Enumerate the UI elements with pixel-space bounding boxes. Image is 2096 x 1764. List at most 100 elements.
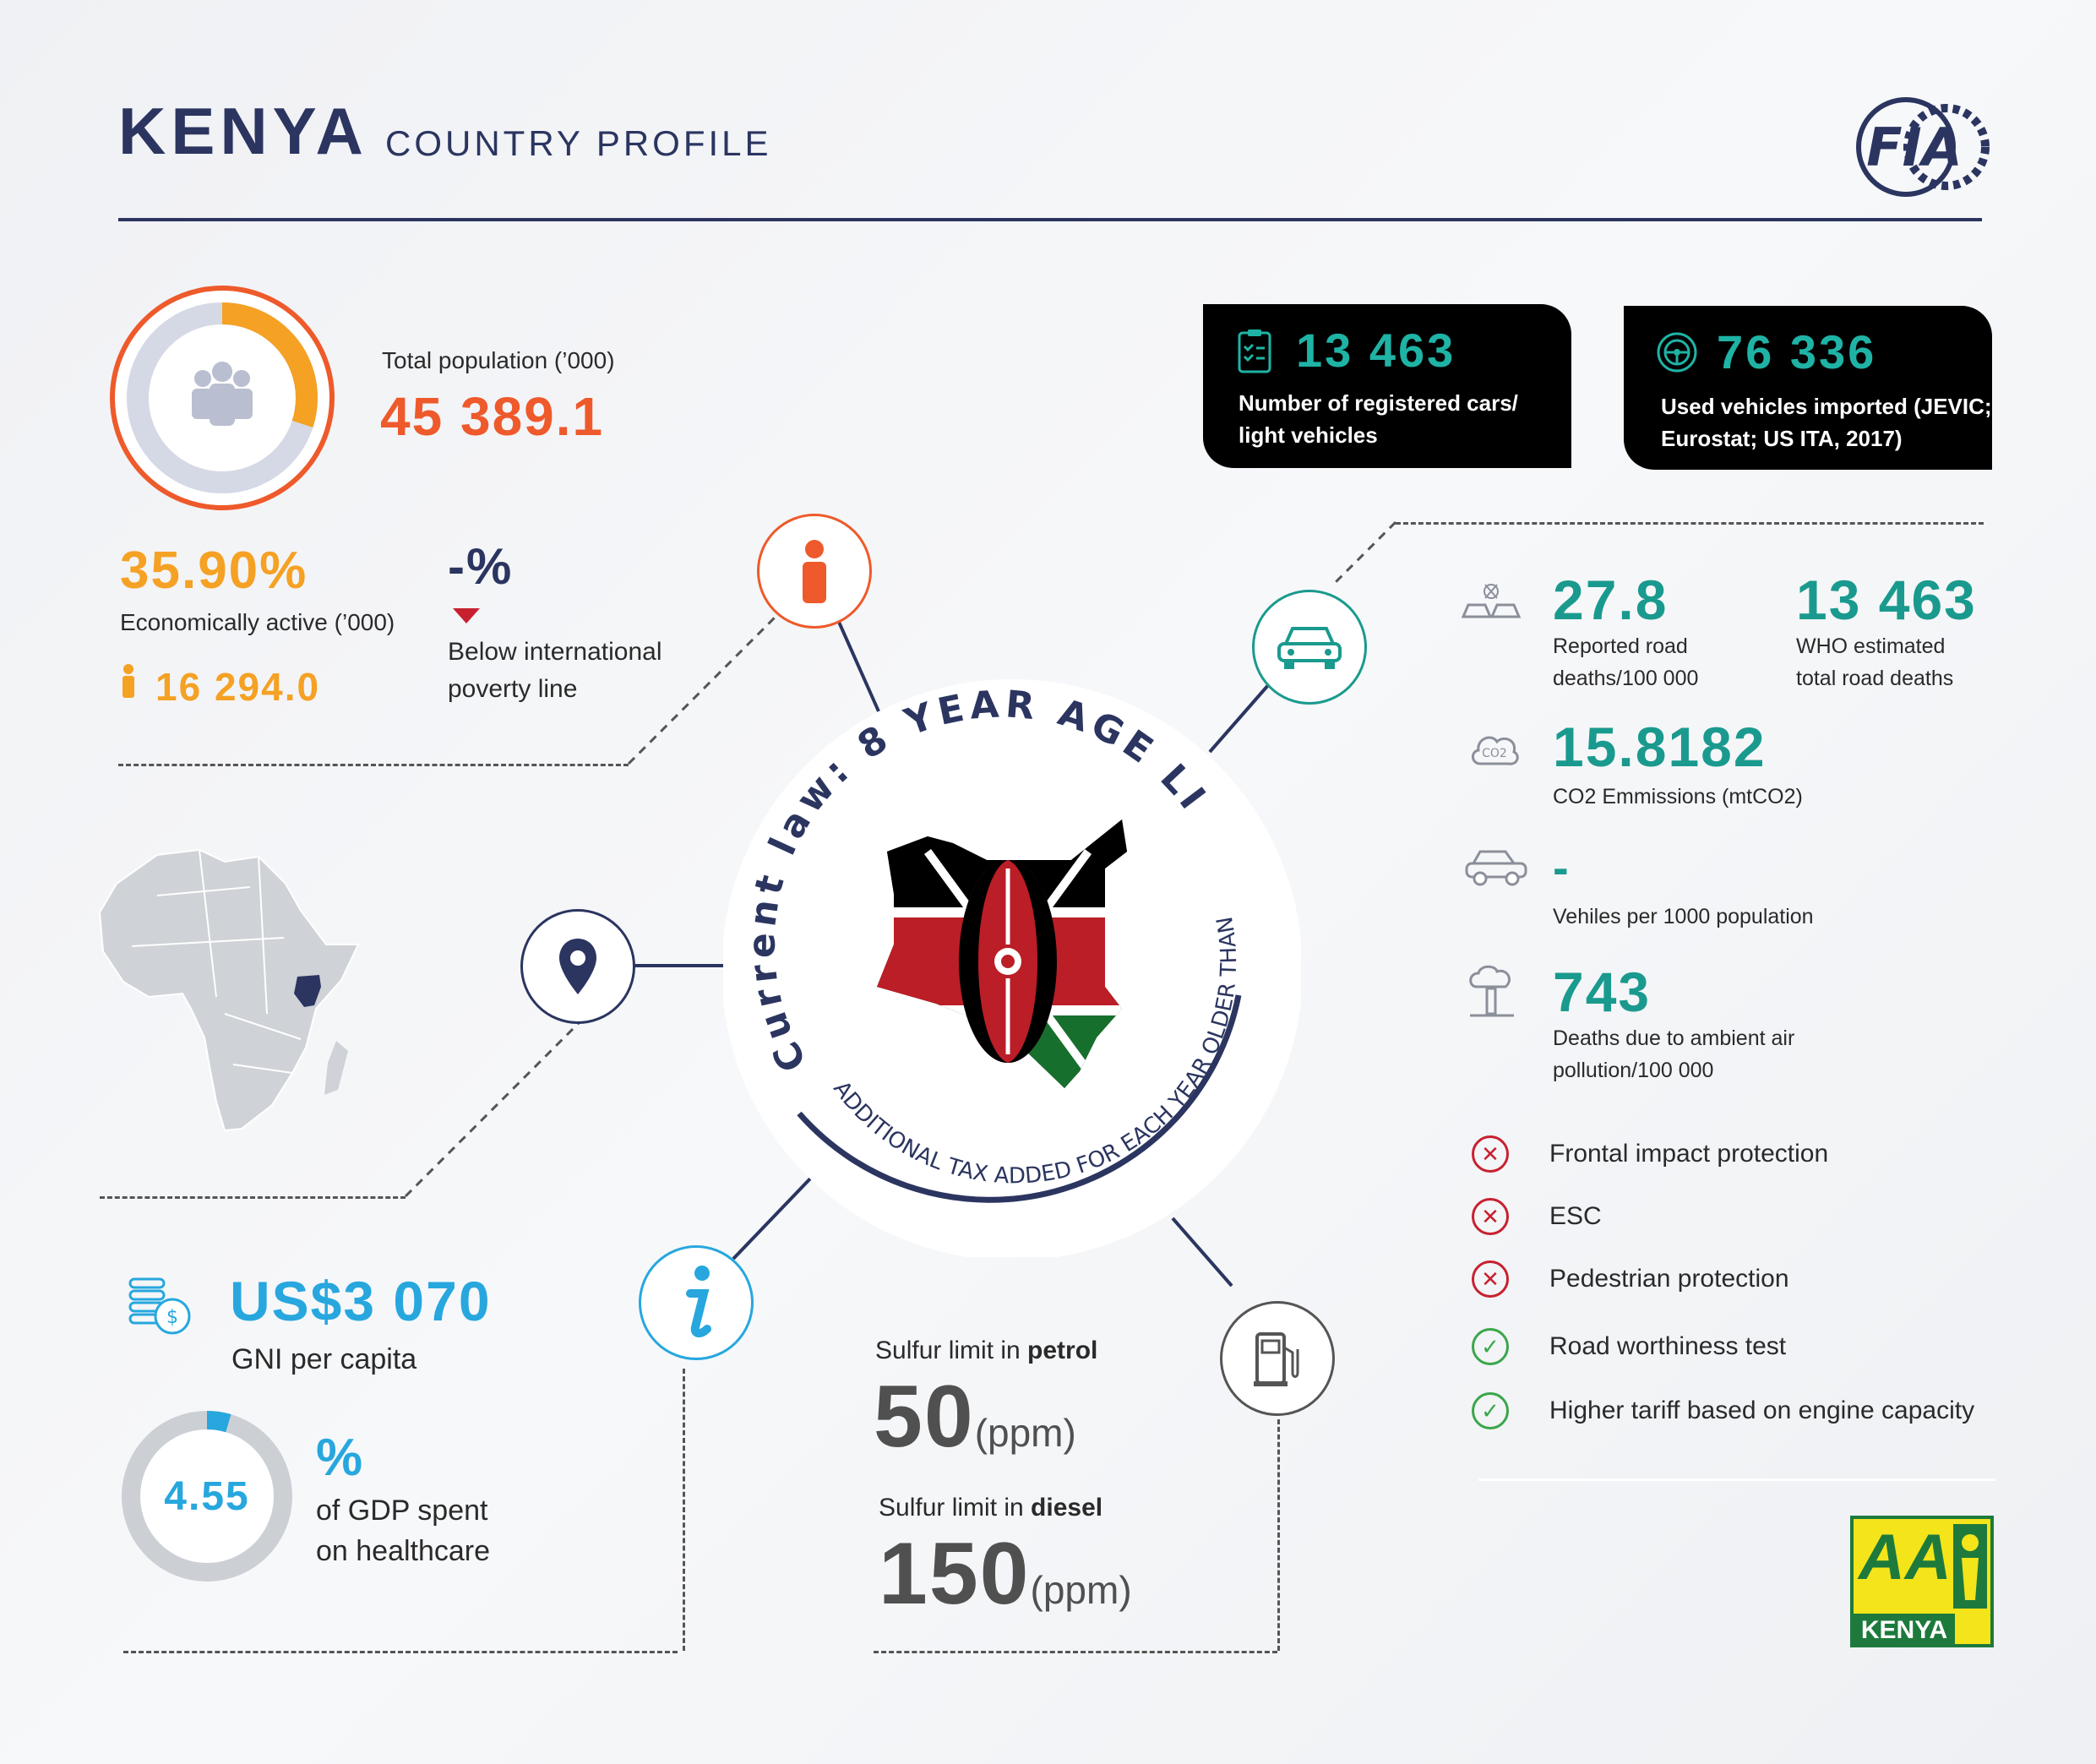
road-deaths-rate: 27.8	[1553, 569, 1669, 631]
who-road-deaths-line-1: WHO estimated	[1796, 634, 1946, 658]
diesel-label: Sulfur limit in diesel	[879, 1492, 1102, 1524]
diesel-limit: 150(ppm)	[879, 1524, 1132, 1625]
info-circle	[639, 1245, 754, 1360]
feature-row: ✓ Road worthiness test	[1472, 1328, 1786, 1365]
active-count: 16 294.0	[155, 665, 321, 709]
co2-label: CO2 Emmissions (mtCO2)	[1553, 785, 1803, 808]
feature-label: Pedestrian protection	[1549, 1265, 1789, 1293]
active-label: Economically active (’000)	[120, 609, 395, 635]
health-label-line-2: on healthcare	[316, 1535, 491, 1567]
dashed-divider-2	[100, 1196, 406, 1199]
co2-value: 15.8182	[1553, 716, 1767, 778]
registered-cars-line-1: Number of registered cars/	[1239, 390, 1518, 416]
vehicle-icon	[1463, 845, 1529, 891]
coins-icon: $	[127, 1274, 194, 1341]
feature-label: Higher tariff based on engine capacity	[1549, 1396, 1975, 1424]
used-imports-line-1: Used vehicles imported (JEVIC;	[1661, 394, 1992, 419]
pollution-icon	[1467, 963, 1517, 1023]
gni-label: GNI per capita	[231, 1343, 417, 1375]
page-subtitle: COUNTRY PROFILE	[385, 123, 772, 163]
age-limit-badge: Current law: 8 YEAR AGE LIMIT ADDITIONAL…	[702, 573, 1303, 1260]
population-value: 45 389.1	[380, 386, 605, 447]
africa-map	[98, 845, 368, 1137]
person-icon-small	[120, 664, 137, 702]
fia-logo: FIA	[1847, 93, 1992, 201]
health-spending-ring: 4.55	[118, 1407, 296, 1585]
location-pin-icon	[559, 939, 596, 994]
petrol-label: Sulfur limit in petrol	[875, 1335, 1097, 1367]
used-imports-line-2: Eurostat; US ITA, 2017)	[1661, 426, 1903, 451]
poverty-label: Below international poverty line	[448, 634, 662, 708]
page-title: KENYA	[118, 94, 368, 168]
road-deaths-rate-label: Reported road deaths/100 000	[1553, 630, 1698, 694]
health-label-line-1: of GDP spent	[316, 1494, 488, 1527]
poverty-label-line-2: poverty line	[448, 675, 578, 703]
used-imports-value: 76 336	[1717, 325, 1877, 378]
steering-wheel-icon	[1656, 331, 1698, 378]
person-icon	[803, 540, 826, 603]
feature-divider	[1478, 1478, 1995, 1481]
health-unit: %	[316, 1429, 365, 1487]
air-deaths-line-2: pollution/100 000	[1553, 1059, 1714, 1082]
crash-icon	[1460, 580, 1522, 629]
petrol-value: 50	[874, 1368, 975, 1466]
check-icon: ✓	[1472, 1392, 1509, 1429]
fia-logo-text: FIA	[1866, 117, 1962, 178]
header-divider	[118, 218, 1982, 221]
dashed-vertical-1	[683, 1369, 685, 1651]
health-label: of GDP spent on healthcare	[316, 1490, 490, 1571]
down-triangle-icon	[453, 608, 480, 623]
registered-cars-card: 13 463 Number of registered cars/ light …	[1203, 304, 1571, 468]
feature-label: Frontal impact protection	[1549, 1140, 1829, 1168]
air-deaths-value: 743	[1553, 961, 1652, 1023]
poverty-value: -%	[448, 538, 514, 595]
diesel-label-bold: diesel	[1031, 1494, 1103, 1522]
air-deaths-line-1: Deaths due to ambient air	[1553, 1026, 1795, 1050]
cross-icon: ✕	[1472, 1198, 1509, 1235]
vehicles-per-pop: -	[1553, 841, 1571, 894]
population-label: Total population (’000)	[382, 347, 615, 373]
fuel-pump-icon	[1254, 1332, 1299, 1386]
used-imports-label: Used vehicles imported (JEVIC; Eurostat;…	[1661, 390, 1992, 455]
who-road-deaths-label: WHO estimated total road deaths	[1796, 630, 1953, 694]
poverty-label-line-1: Below international	[448, 638, 662, 666]
feature-label: Road worthiness test	[1549, 1332, 1787, 1360]
feature-row: ✕ ESC	[1472, 1198, 1602, 1235]
aa-logo-country: KENYA	[1854, 1614, 1955, 1647]
co2-icon: CO2	[1468, 725, 1521, 775]
air-deaths-label: Deaths due to ambient air pollution/100 …	[1553, 1022, 1794, 1086]
dashed-divider-4	[123, 1651, 678, 1653]
who-road-deaths-line-2: total road deaths	[1796, 667, 1954, 690]
diesel-label-prefix: Sulfur limit in	[879, 1494, 1032, 1522]
petrol-limit: 50(ppm)	[874, 1367, 1076, 1467]
population-ring	[108, 284, 336, 512]
feature-row: ✕ Frontal impact protection	[1472, 1135, 1828, 1173]
road-deaths-rate-line-2: deaths/100 000	[1553, 667, 1699, 690]
clipboard-icon	[1237, 328, 1272, 378]
aa-kenya-logo: AA KENYA	[1850, 1516, 1994, 1647]
check-icon: ✓	[1472, 1328, 1509, 1365]
feature-label: ESC	[1549, 1202, 1602, 1230]
kenya-highlight	[294, 975, 321, 1007]
person-circle	[757, 514, 872, 629]
health-value: 4.55	[164, 1474, 250, 1519]
feature-row: ✕ Pedestrian protection	[1472, 1260, 1789, 1298]
diesel-unit: (ppm)	[1030, 1568, 1132, 1612]
registered-cars-line-2: light vehicles	[1239, 422, 1378, 448]
vehicles-per-pop-label: Vehiles per 1000 population	[1553, 905, 1814, 928]
svg-text:CO2: CO2	[1482, 747, 1507, 760]
diesel-value: 150	[879, 1525, 1031, 1623]
lion-emblem	[1953, 1524, 1987, 1609]
dashed-divider-1	[118, 764, 629, 766]
aa-logo-letters: AA	[1859, 1522, 1952, 1593]
fuel-circle	[1220, 1301, 1335, 1416]
dashed-divider-5	[874, 1651, 1277, 1653]
dashed-divider-3	[1396, 522, 1984, 525]
cross-icon: ✕	[1472, 1135, 1509, 1173]
registered-cars-value: 13 463	[1296, 324, 1456, 377]
svg-text:$: $	[166, 1307, 178, 1328]
people-icon	[192, 362, 253, 426]
petrol-label-bold: petrol	[1027, 1337, 1098, 1364]
dashed-vertical-2	[1277, 1419, 1280, 1651]
